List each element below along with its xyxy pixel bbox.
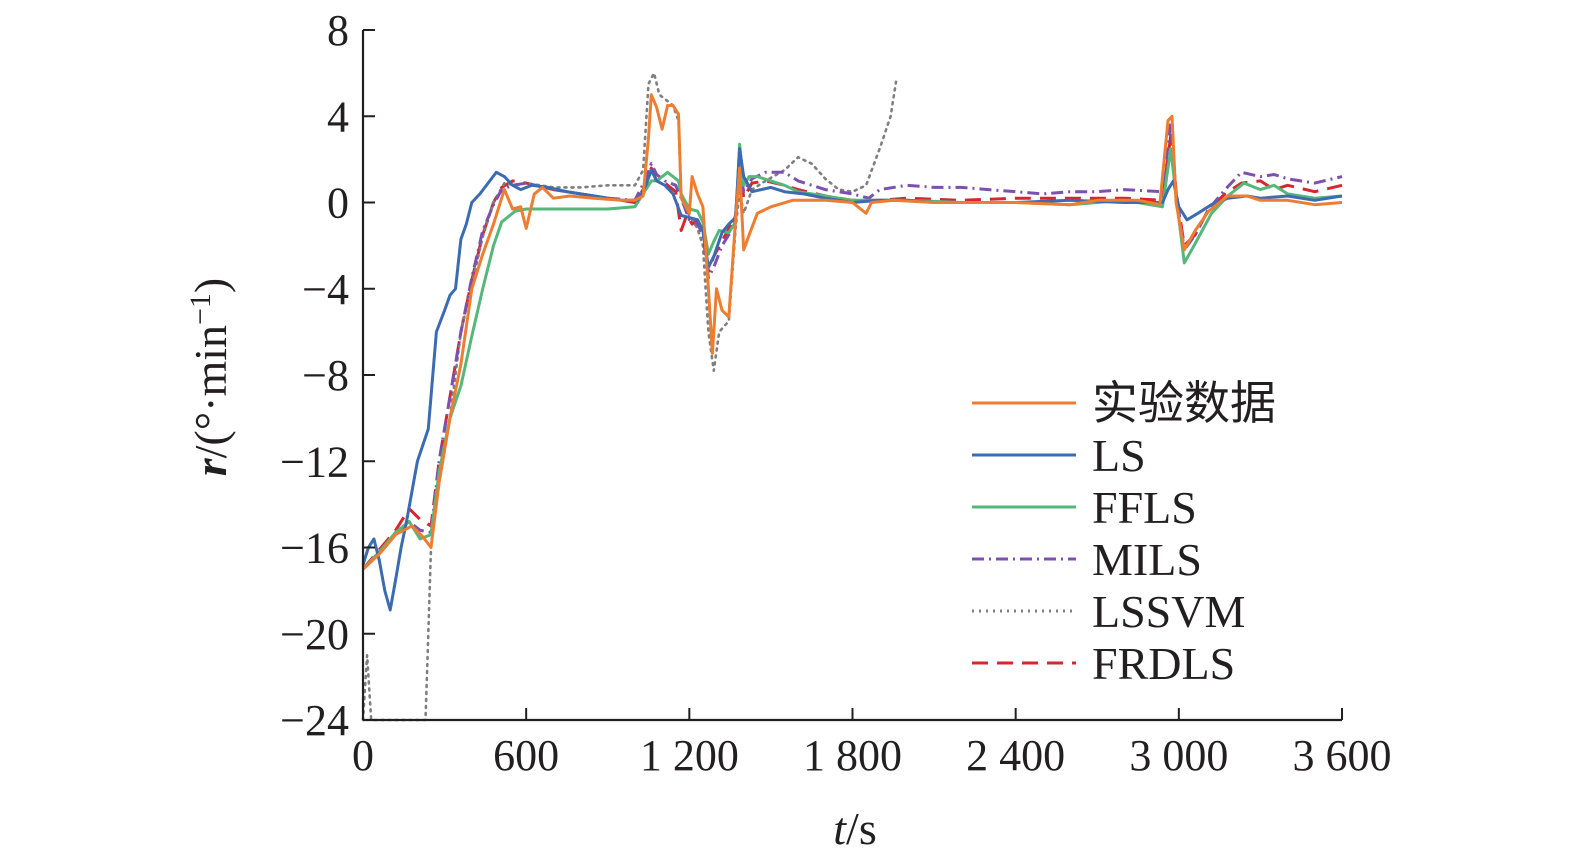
y-tick-label: −24: [280, 696, 349, 745]
series-line-实验数据: [361, 93, 1343, 571]
x-tick-label: 1 200: [640, 731, 739, 780]
legend-label: LSSVM: [1092, 586, 1245, 637]
y-tick-label: −8: [302, 351, 349, 400]
y-tick-label: −4: [302, 265, 349, 314]
x-axis-title: t/s: [833, 803, 876, 854]
y-tick-label: −20: [280, 610, 349, 659]
legend-label: LS: [1092, 430, 1146, 481]
legend-label: FRDLS: [1092, 638, 1235, 689]
x-tick-label: 3 600: [1293, 731, 1392, 780]
x-tick-label: 2 400: [966, 731, 1065, 780]
x-tick-label: 1 800: [803, 731, 902, 780]
y-axis-title: r/(°·min−1): [184, 278, 237, 477]
legend-label: FFLS: [1092, 482, 1197, 533]
y-tick-label: 0: [327, 179, 349, 228]
series-line-LSSVM: [361, 71, 898, 722]
y-tick-label: 4: [327, 92, 349, 141]
series-line-LS: [361, 147, 1343, 612]
series-layer: [361, 71, 1343, 722]
ticks-layer: 840−4−8−12−16−20−240 600 1 200 1 800 2 400 3 …: [280, 6, 1391, 780]
legend-label: MILS: [1092, 534, 1202, 585]
y-tick-label: 8: [327, 6, 349, 55]
x-tick-label: 3 000: [1129, 731, 1228, 780]
legend-label: 实验数据: [1092, 378, 1276, 429]
y-tick-label: −12: [280, 437, 349, 486]
x-tick-label: 0: [352, 731, 374, 780]
y-tick-label: −16: [280, 524, 349, 573]
x-tick-label: 600: [493, 731, 559, 780]
